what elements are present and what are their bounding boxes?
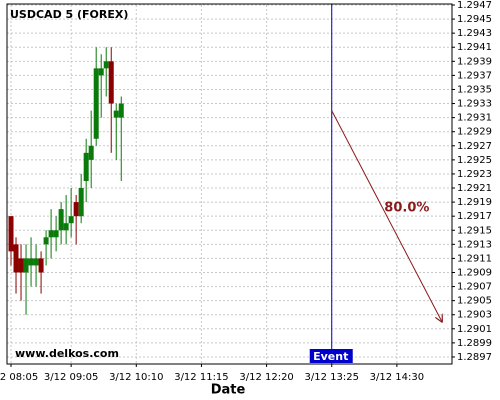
plot-area [7,4,452,364]
y-tick-label: 1.2945 [457,14,492,25]
y-tick-label: 1.2923 [457,169,492,180]
y-tick-label: 1.2897 [457,352,492,363]
y-tick-label: 1.2929 [457,127,492,138]
candle-body [73,202,79,217]
y-tick-label: 1.2921 [457,183,492,194]
y-tick-label: 1.2899 [457,338,492,349]
y-tick-label: 1.2931 [457,113,492,124]
candle-body [18,258,24,273]
plot-frame [6,3,453,365]
prediction-label: 80.0% [384,201,429,216]
x-tick-label: 3/12 08:05 [0,372,38,383]
x-tick-label: 3/12 12:20 [239,372,293,383]
y-tick-label: 1.2915 [457,225,492,236]
candle-body [28,258,34,266]
candle-body [103,61,109,69]
x-tick-label: 3/12 14:30 [370,372,424,383]
candle-body [13,244,19,273]
candle-body [98,68,104,76]
y-tick-label: 1.2937 [457,70,492,81]
y-tick-label: 1.2901 [457,324,492,335]
y-tick-label: 1.2927 [457,141,492,152]
y-tick-label: 1.2939 [457,56,492,67]
x-axis-title: Date [211,383,246,398]
x-tick-label: 3/12 13:25 [305,372,359,383]
prediction-arrow [331,110,442,322]
y-tick-label: 1.2943 [457,28,492,39]
candle-body [43,237,49,245]
candle-body [88,145,94,160]
candle-body [118,103,124,118]
x-tick-label: 3/12 09:05 [44,372,98,383]
event-label: Event [313,350,348,363]
chart-title: USDCAD 5 (FOREX) [10,8,128,21]
y-tick-label: 1.2907 [457,282,492,293]
candle-body [108,61,114,104]
candle-body [38,258,44,273]
candle-body [48,230,54,238]
candle-body [113,110,119,118]
x-tick-label: 3/12 11:15 [174,372,228,383]
event-label-box [309,349,353,363]
candle-body [68,216,74,224]
y-tick-label: 1.2913 [457,239,492,250]
y-tick-label: 1.2933 [457,99,492,110]
candle-body [23,258,29,273]
y-tick-label: 1.2941 [457,42,492,53]
y-tick-label: 1.2947 [457,0,492,11]
candle-body [58,209,64,231]
candle-body [53,230,59,238]
y-tick-label: 1.2935 [457,84,492,95]
y-tick-label: 1.2919 [457,197,492,208]
candle-body [78,188,84,217]
y-tick-label: 1.2903 [457,310,492,321]
y-tick-label: 1.2911 [457,253,492,264]
x-tick-label: 3/12 10:10 [109,372,163,383]
candle-body [93,68,99,139]
candle-body [8,216,14,252]
y-tick-label: 1.2905 [457,296,492,307]
candle-body [63,223,69,231]
candle-body [33,258,39,266]
candle-body [83,152,89,181]
marks [8,4,442,364]
y-tick-label: 1.2925 [457,155,492,166]
y-tick-label: 1.2909 [457,267,492,278]
y-tick-label: 1.2917 [457,211,492,222]
watermark: www.delkos.com [15,347,119,360]
